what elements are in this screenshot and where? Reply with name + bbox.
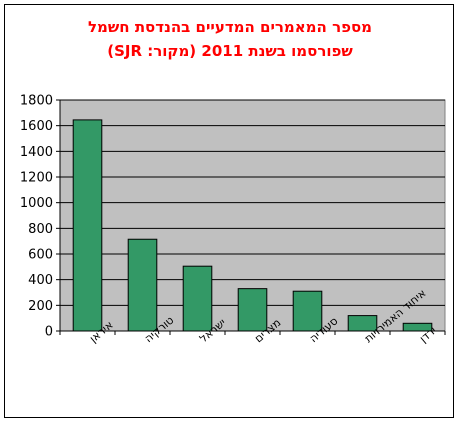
y-tick-label: 400 xyxy=(28,273,53,288)
bar xyxy=(127,238,158,332)
bar xyxy=(182,265,213,332)
y-tick-label: 1800 xyxy=(20,94,53,109)
chart-title-line-1: מספר המאמרים המדעיים בהנדסת חשמל xyxy=(87,18,373,36)
bars xyxy=(72,119,433,332)
y-tick-label: 1200 xyxy=(20,171,53,186)
gridlines xyxy=(60,99,445,306)
axes xyxy=(56,99,446,335)
bar xyxy=(72,119,103,332)
y-tick-label: 0 xyxy=(45,325,53,340)
bar xyxy=(237,288,268,332)
y-tick-label: 600 xyxy=(28,248,53,263)
y-tick-label: 1400 xyxy=(20,145,53,160)
y-tick-label: 200 xyxy=(28,299,53,314)
y-tick-labels: 0 200 400 600 800 1000 1200 1400 1600 1800 xyxy=(20,94,53,340)
y-tick-label: 1000 xyxy=(20,196,53,211)
y-tick-label: 800 xyxy=(28,222,53,237)
bar xyxy=(292,290,323,332)
chart-title-line-2: שפורסמו בשנת 2011 (מקור: SJR) xyxy=(107,42,353,60)
y-tick-label: 1600 xyxy=(20,119,53,134)
